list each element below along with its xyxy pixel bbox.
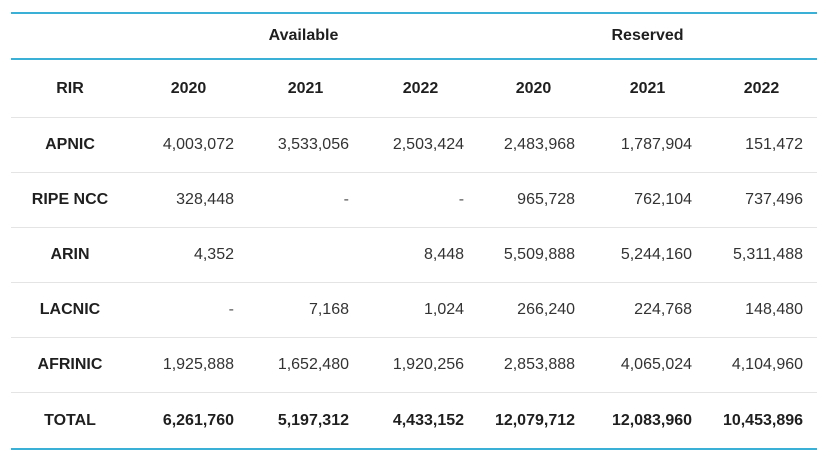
reserved-2020-cell: 2,853,888 (478, 337, 590, 393)
reserved-2022-cell: 4,104,960 (706, 337, 818, 393)
reserved-2020-cell: 266,240 (478, 282, 590, 338)
rir-name-cell: ARIN (11, 227, 129, 283)
reserved-2022-cell: 151,472 (706, 117, 818, 173)
available-2021-cell (248, 227, 363, 283)
table-row: APNIC 4,003,072 3,533,056 2,503,424 2,483,96… (11, 117, 818, 173)
table-body: APNIC 4,003,072 3,533,056 2,503,424 2,483,96… (11, 117, 818, 450)
reserved-2021-cell: 5,244,160 (589, 227, 707, 283)
rir-name-cell: RIPE NCC (11, 172, 129, 228)
reserved-2021-cell: 12,083,960 (589, 392, 707, 450)
available-2022-cell: 4,433,152 (363, 392, 479, 450)
available-2022-cell: 2,503,424 (363, 117, 479, 173)
available-2021-cell: 7,168 (248, 282, 363, 338)
table-row: AFRINIC 1,925,888 1,652,480 1,920,256 2,853,… (11, 337, 818, 393)
available-2021-cell: 1,652,480 (248, 337, 363, 393)
reserved-2020-cell: 965,728 (478, 172, 590, 228)
available-2020-cell: 1,925,888 (129, 337, 248, 393)
reserved-2021-cell: 224,768 (589, 282, 707, 338)
group-header-blank (11, 12, 129, 60)
group-header-reserved: Reserved (478, 12, 818, 60)
group-header-row: Available Reserved (11, 12, 818, 60)
reserved-2020-cell: 2,483,968 (478, 117, 590, 173)
rir-name-cell: LACNIC (11, 282, 129, 338)
available-2020-cell: 328,448 (129, 172, 248, 228)
rir-address-table: Available Reserved RIR 2020 2021 2022 20… (11, 12, 818, 450)
reserved-2021-cell: 1,787,904 (589, 117, 707, 173)
rir-name-cell: APNIC (11, 117, 129, 173)
rir-name-cell: TOTAL (11, 392, 129, 450)
available-2022-cell: - (363, 172, 479, 228)
available-2020-cell: 4,352 (129, 227, 248, 283)
reserved-2020-cell: 5,509,888 (478, 227, 590, 283)
column-header-available-2021: 2021 (248, 59, 363, 118)
column-header-available-2020: 2020 (129, 59, 248, 118)
available-2022-cell: 1,920,256 (363, 337, 479, 393)
available-2021-cell: - (248, 172, 363, 228)
reserved-2022-cell: 737,496 (706, 172, 818, 228)
available-2021-cell: 5,197,312 (248, 392, 363, 450)
rir-name-cell: AFRINIC (11, 337, 129, 393)
column-header-reserved-2020: 2020 (478, 59, 590, 118)
group-header-available: Available (129, 12, 479, 60)
column-header-reserved-2022: 2022 (706, 59, 818, 118)
table-row: ARIN 4,352 8,448 5,509,888 5,244,160 5,311,48… (11, 227, 818, 283)
column-header-row: RIR 2020 2021 2022 2020 2021 2022 (11, 59, 818, 118)
reserved-2021-cell: 4,065,024 (589, 337, 707, 393)
table-row: LACNIC -7,168 1,024 266,240 224,768 148,480 (11, 282, 818, 338)
available-2022-cell: 1,024 (363, 282, 479, 338)
available-2020-cell: 4,003,072 (129, 117, 248, 173)
reserved-2022-cell: 10,453,896 (706, 392, 818, 450)
table-row: RIPE NCC 328,448- -965,728 762,104 737,496 (11, 172, 818, 228)
reserved-2022-cell: 148,480 (706, 282, 818, 338)
table-total-row: TOTAL 6,261,760 5,197,312 4,433,152 12,079,7… (11, 392, 818, 450)
reserved-2022-cell: 5,311,488 (706, 227, 818, 283)
available-2021-cell: 3,533,056 (248, 117, 363, 173)
available-2020-cell: 6,261,760 (129, 392, 248, 450)
reserved-2020-cell: 12,079,712 (478, 392, 590, 450)
column-header-available-2022: 2022 (363, 59, 479, 118)
available-2022-cell: 8,448 (363, 227, 479, 283)
column-header-rir: RIR (11, 59, 129, 118)
reserved-2021-cell: 762,104 (589, 172, 707, 228)
column-header-reserved-2021: 2021 (589, 59, 707, 118)
available-2020-cell: - (129, 282, 248, 338)
